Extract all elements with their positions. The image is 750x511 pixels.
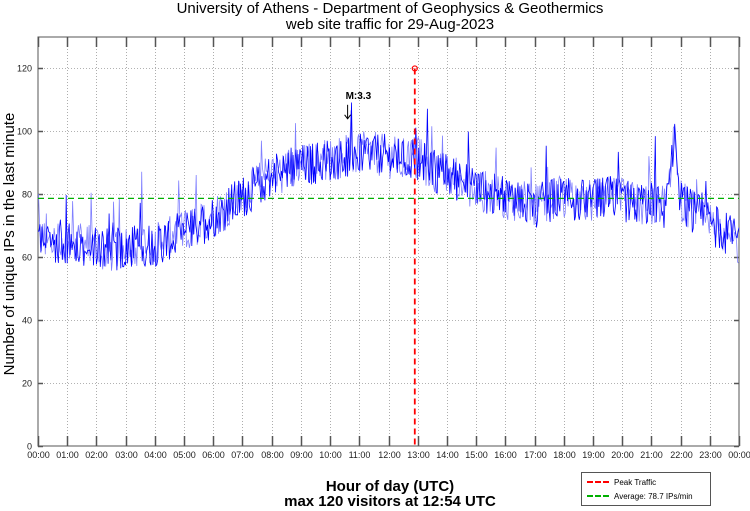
y-tick-label: 120 — [17, 64, 32, 74]
x-tick-label: 02:00 — [85, 450, 108, 460]
x-tick-label: 03:00 — [115, 450, 138, 460]
y-tick-label: 0 — [27, 442, 32, 452]
series-line-light — [38, 110, 739, 271]
legend-swatch-peak — [587, 481, 609, 483]
x-tick-label: 21:00 — [640, 450, 663, 460]
x-tick-label: 17:00 — [524, 450, 547, 460]
x-tick-label: 13:00 — [407, 450, 430, 460]
x-tick-label: 18:00 — [553, 450, 576, 460]
y-tick-label: 40 — [22, 316, 32, 326]
legend-label-average: Average: 78.7 IPs/min — [614, 491, 693, 501]
legend-swatch-average — [587, 495, 609, 497]
x-tick-label: 08:00 — [261, 450, 284, 460]
x-tick-label: 07:00 — [231, 450, 254, 460]
x-tick-label: 11:00 — [349, 450, 371, 460]
x-axis-sublabel: max 120 visitors at 12:54 UTC — [284, 493, 496, 510]
x-tick-label: 04:00 — [144, 450, 167, 460]
y-tick-label: 80 — [22, 190, 32, 200]
x-tick-label: 05:00 — [173, 450, 196, 460]
x-tick-label: 01:00 — [56, 450, 79, 460]
x-tick-label: 10:00 — [319, 450, 342, 460]
plot-frame — [37, 36, 740, 447]
chart-subtitle: web site traffic for 29-Aug-2023 — [285, 16, 495, 33]
y-tick-label: 60 — [22, 253, 32, 263]
x-tick-label: 19:00 — [582, 450, 605, 460]
x-tick-label: 12:00 — [378, 450, 401, 460]
peak-marker — [411, 65, 418, 72]
x-tick-label: 14:00 — [436, 450, 459, 460]
y-tick-label: 20 — [22, 379, 32, 389]
x-tick-label: 15:00 — [465, 450, 488, 460]
x-tick-label: 23:00 — [699, 450, 722, 460]
legend-entry-average: Average: 78.7 IPs/min — [587, 490, 693, 502]
x-tick-label: 00:00 — [27, 450, 50, 460]
legend: Peak Traffic Average: 78.7 IPs/min — [581, 472, 711, 506]
chart-title: University of Athens - Department of Geo… — [176, 0, 604, 17]
legend-label-peak: Peak Traffic — [614, 477, 657, 487]
series-line — [37, 102, 740, 271]
x-axis-label: Hour of day (UTC) — [325, 478, 455, 495]
x-tick-label: 06:00 — [202, 450, 225, 460]
y-tick-label: 100 — [17, 127, 32, 137]
x-tick-label: 16:00 — [494, 450, 517, 460]
legend-entry-peak: Peak Traffic — [587, 476, 656, 488]
event-arrowhead-icon — [344, 114, 352, 120]
x-tick-label: 00:00 — [728, 450, 750, 460]
event-label: M:3.3 — [346, 91, 372, 102]
x-tick-label: 09:00 — [290, 450, 313, 460]
x-tick-label: 20:00 — [611, 450, 634, 460]
x-tick-label: 22:00 — [670, 450, 693, 460]
